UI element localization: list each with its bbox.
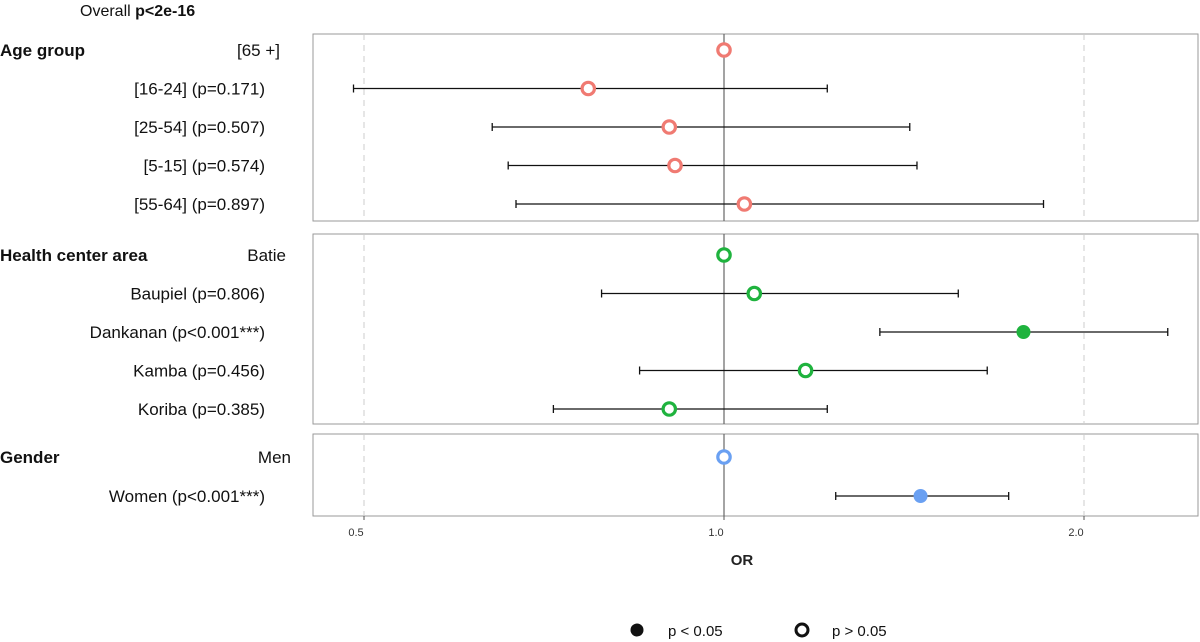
- point-estimate: [661, 119, 678, 135]
- point-estimate: [716, 247, 732, 263]
- x-tick-label: 0.5: [348, 527, 363, 539]
- row-label: [65 +]: [237, 41, 280, 60]
- legend-label: p < 0.05: [668, 623, 723, 640]
- panel-border: [312, 233, 1199, 425]
- group-label: Gender: [0, 448, 60, 467]
- point-estimate: [797, 362, 814, 379]
- row-label: Men: [258, 448, 291, 467]
- panel-0: Age group [65 +] [16-24] (p=0.171) [25-54] …: [0, 33, 1199, 222]
- x-tick-label: 2.0: [1068, 527, 1083, 539]
- legend: p < 0.05 p > 0.05: [630, 622, 887, 640]
- plot-panels: Age group [65 +] [16-24] (p=0.171) [25-54] …: [0, 33, 1199, 517]
- row-label: [55-64] (p=0.897): [134, 195, 265, 214]
- x-tick-label: 1.0: [708, 527, 723, 539]
- row-label: [5-15] (p=0.574): [144, 157, 265, 176]
- legend-symbol-open: [794, 622, 810, 638]
- point-estimate: [716, 42, 732, 58]
- panel-border: [312, 33, 1199, 222]
- point-estimate: [736, 196, 753, 212]
- point-estimate: [716, 449, 732, 465]
- x-axis: 0.5 1.0 2.0: [348, 516, 1085, 539]
- legend-symbol-filled: [630, 623, 644, 637]
- row-label: Kamba (p=0.456): [133, 362, 265, 381]
- point-estimate: [1016, 325, 1031, 339]
- point-estimate: [667, 157, 683, 174]
- row-label: Dankanan (p<0.001***): [90, 323, 265, 342]
- point-estimate: [746, 285, 763, 302]
- panel-1: Health center area Batie Baupiel (p=0.806)…: [0, 233, 1199, 425]
- x-axis-label: OR: [731, 552, 754, 569]
- point-estimate: [913, 489, 928, 503]
- point-estimate: [580, 80, 597, 97]
- panel-border: [312, 433, 1199, 517]
- overall-pvalue: Overall p<2e-16: [80, 3, 195, 20]
- row-label: Women (p<0.001***): [109, 487, 265, 506]
- row-label: Koriba (p=0.385): [138, 400, 265, 419]
- row-label: Baupiel (p=0.806): [130, 285, 265, 304]
- group-label: Age group: [0, 41, 85, 60]
- group-label: Health center area: [0, 246, 148, 265]
- row-label: Batie: [247, 246, 286, 265]
- row-label: [25-54] (p=0.507): [134, 118, 265, 137]
- legend-label: p > 0.05: [832, 623, 887, 640]
- panel-2: Gender Men Women (p<0.001***): [0, 433, 1199, 517]
- point-estimate: [661, 401, 678, 417]
- row-label: [16-24] (p=0.171): [134, 80, 265, 99]
